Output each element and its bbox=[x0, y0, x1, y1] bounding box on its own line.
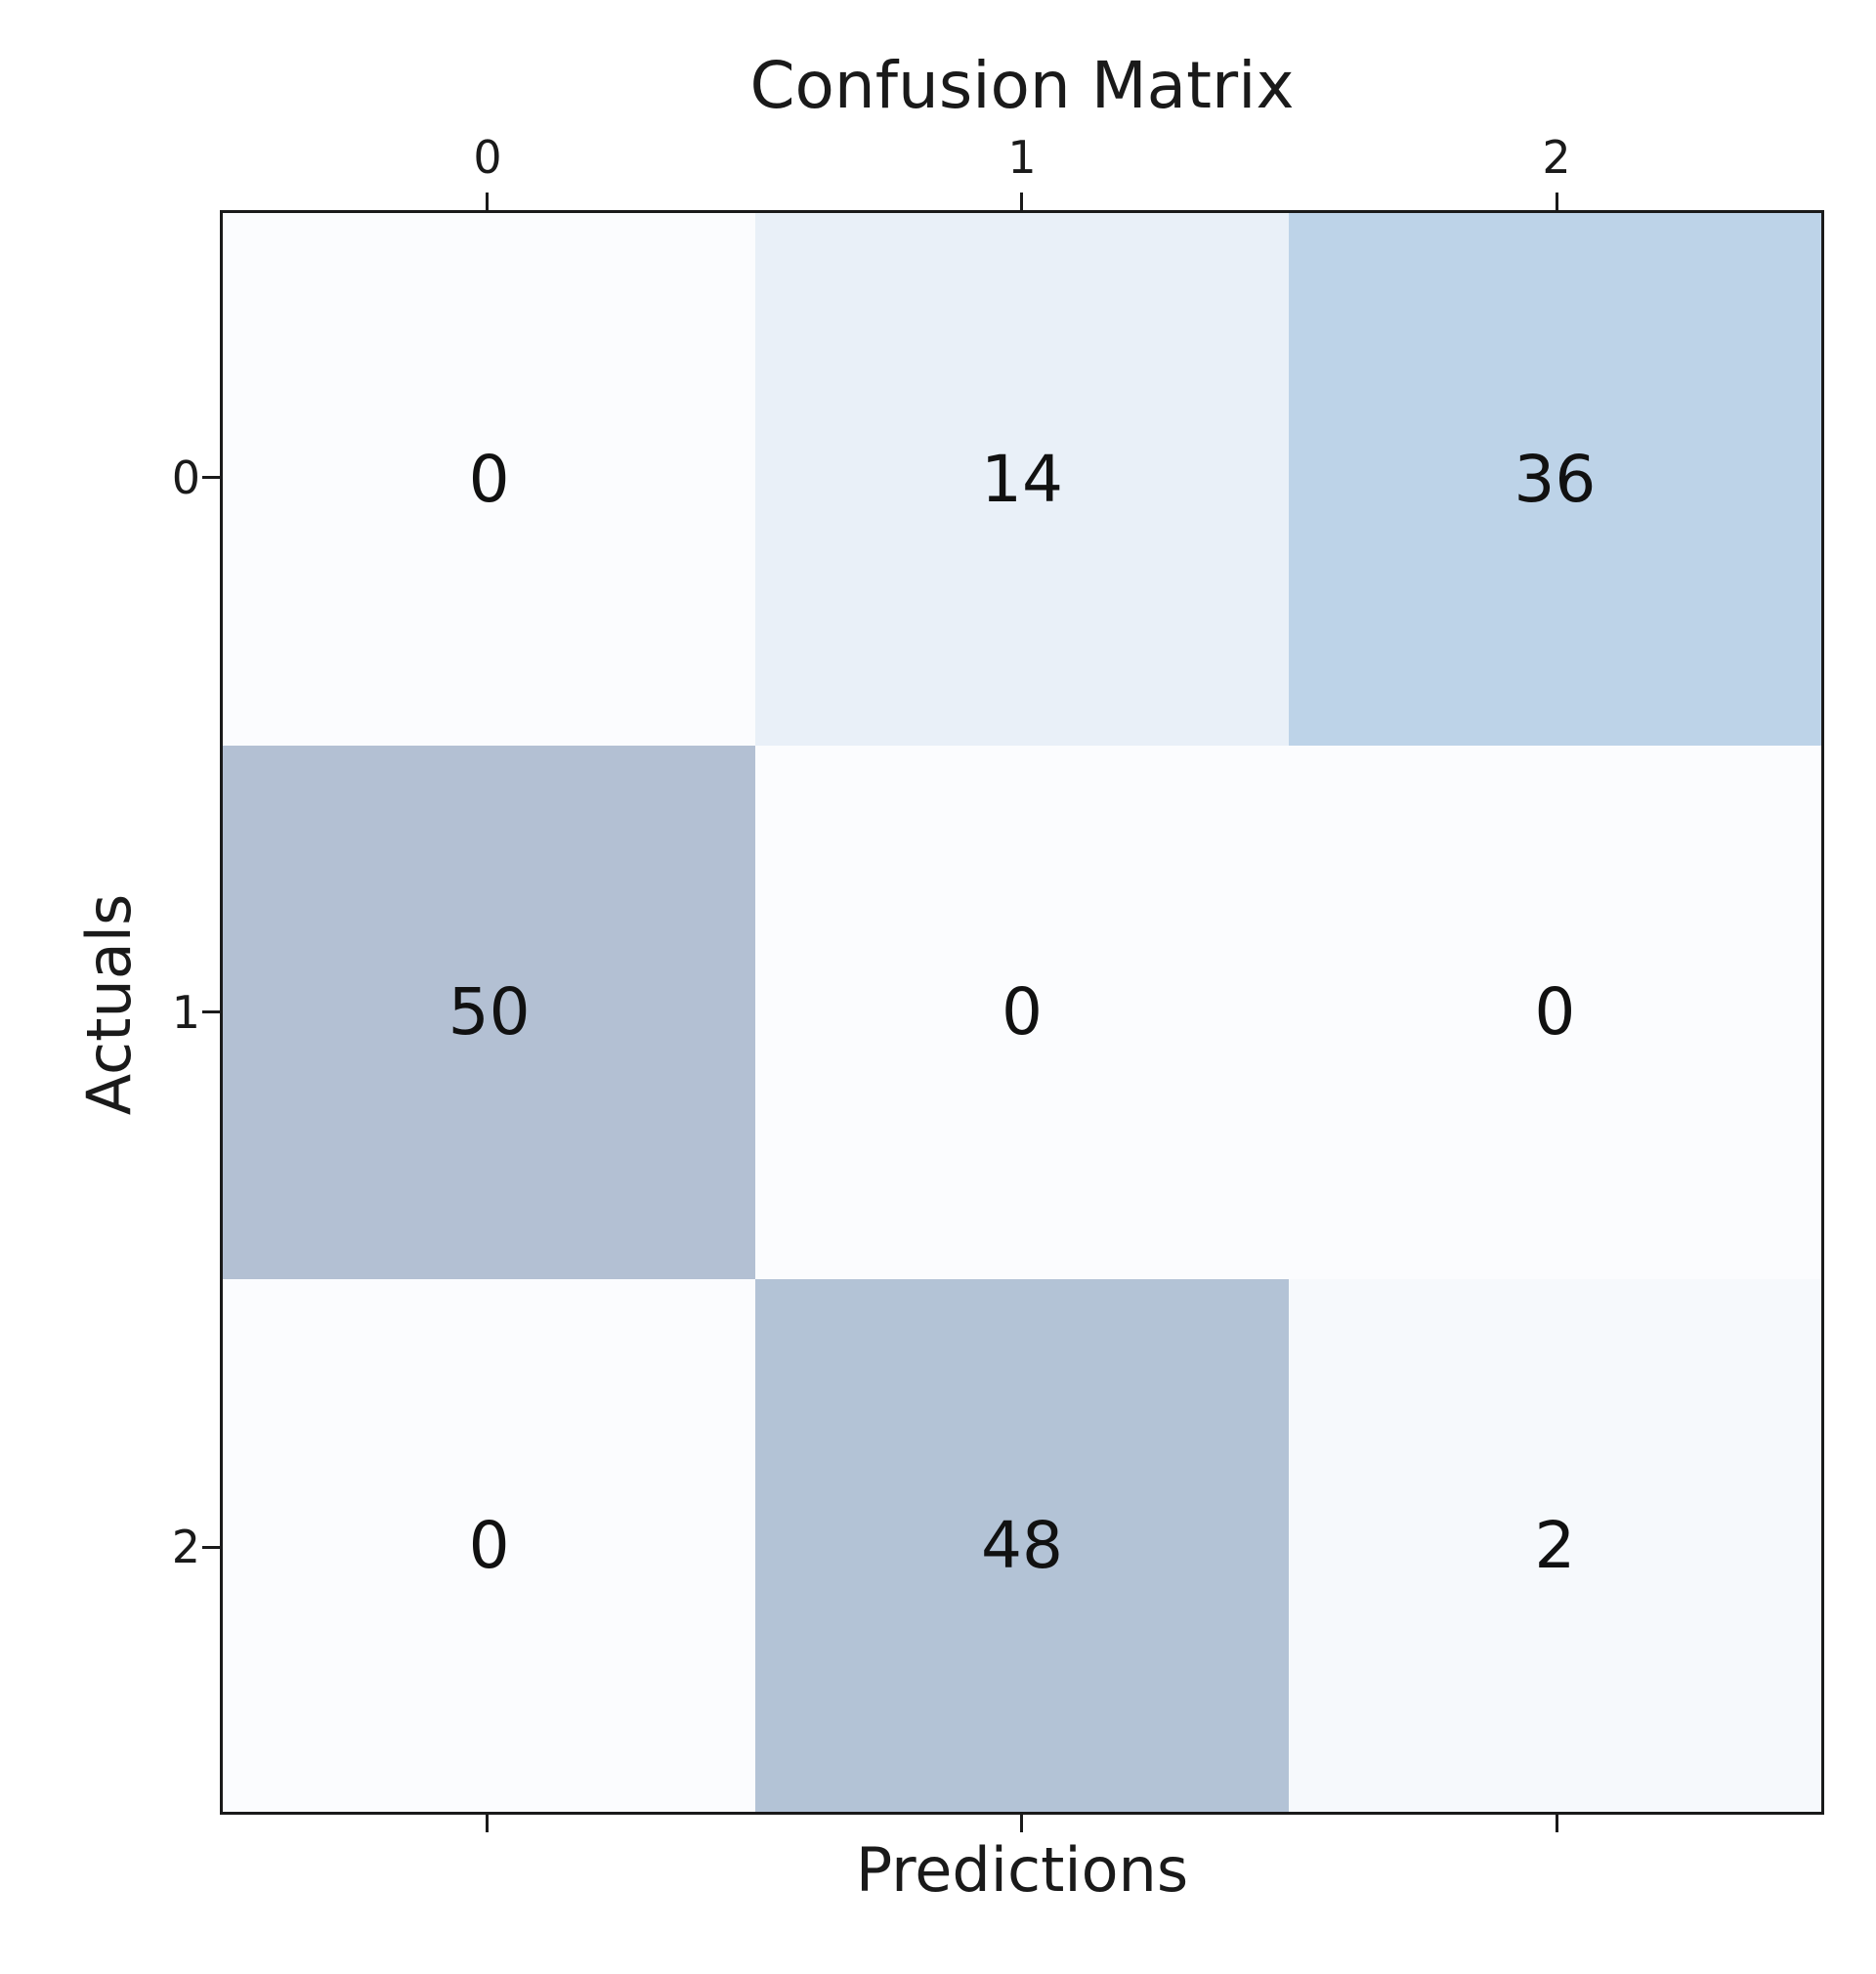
matrix-cell-r2c0: 0 bbox=[223, 1278, 756, 1812]
chart-title: Confusion Matrix bbox=[749, 48, 1295, 123]
cell-value: 0 bbox=[468, 1507, 510, 1583]
top-tick-mark-1 bbox=[1020, 193, 1023, 210]
cell-value: 0 bbox=[1534, 974, 1576, 1051]
y-tick-label-0: 0 bbox=[171, 451, 200, 504]
y-tick-label-2: 2 bbox=[171, 1521, 200, 1573]
x-tick-label-2: 2 bbox=[1542, 131, 1571, 184]
top-tick-mark-0 bbox=[486, 193, 489, 210]
y-tick-label-1: 1 bbox=[171, 986, 200, 1039]
cell-value: 50 bbox=[448, 974, 531, 1051]
x-tick-label-1: 1 bbox=[1007, 131, 1037, 184]
left-tick-mark-0 bbox=[202, 476, 220, 479]
top-tick-mark-2 bbox=[1556, 193, 1558, 210]
y-axis-label: Actuals bbox=[73, 893, 145, 1116]
matrix-cell-r1c1: 0 bbox=[755, 746, 1289, 1279]
matrix-cell-r2c1: 48 bbox=[755, 1278, 1289, 1812]
cell-value: 48 bbox=[981, 1507, 1063, 1583]
matrix-cell-r2c2: 2 bbox=[1288, 1278, 1821, 1812]
cell-value: 0 bbox=[1001, 974, 1043, 1051]
bottom-tick-mark-1 bbox=[1020, 1815, 1023, 1832]
left-tick-mark-1 bbox=[202, 1010, 220, 1013]
matrix-cell-r0c0: 0 bbox=[223, 213, 756, 747]
heatmap-plot-area: 0 14 36 50 0 0 0 48 2 bbox=[220, 210, 1824, 1815]
matrix-cell-r0c1: 14 bbox=[755, 213, 1289, 747]
x-tick-label-0: 0 bbox=[473, 131, 502, 184]
cell-value: 36 bbox=[1514, 442, 1597, 518]
matrix-cell-r0c2: 36 bbox=[1288, 213, 1821, 747]
bottom-tick-mark-2 bbox=[1556, 1815, 1558, 1832]
matrix-cell-r1c0: 50 bbox=[223, 746, 756, 1279]
cell-value: 2 bbox=[1534, 1507, 1576, 1583]
bottom-tick-mark-0 bbox=[486, 1815, 489, 1832]
cell-value: 14 bbox=[981, 442, 1063, 518]
cell-value: 0 bbox=[468, 442, 510, 518]
x-axis-label: Predictions bbox=[855, 1834, 1189, 1906]
matrix-cell-r1c2: 0 bbox=[1288, 746, 1821, 1279]
left-tick-mark-2 bbox=[202, 1546, 220, 1549]
